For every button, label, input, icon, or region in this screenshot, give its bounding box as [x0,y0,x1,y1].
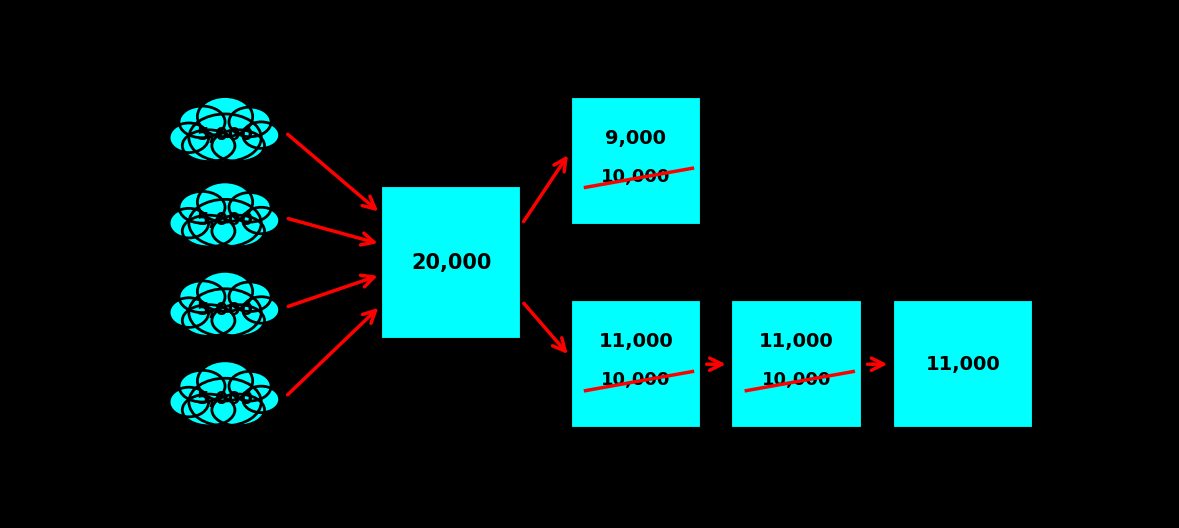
FancyBboxPatch shape [381,185,522,340]
Ellipse shape [229,193,271,222]
Ellipse shape [243,297,279,323]
Ellipse shape [229,371,271,401]
Ellipse shape [197,361,252,401]
Ellipse shape [179,281,225,313]
Ellipse shape [243,122,279,148]
Text: 5,000: 5,000 [197,126,253,144]
Ellipse shape [197,97,252,137]
Ellipse shape [169,298,209,327]
Ellipse shape [169,387,209,417]
Ellipse shape [243,208,279,234]
Text: 10,000: 10,000 [762,372,831,390]
Ellipse shape [189,200,262,247]
Text: 11,000: 11,000 [926,355,1000,374]
FancyBboxPatch shape [893,299,1034,429]
Ellipse shape [197,182,252,222]
FancyBboxPatch shape [569,96,702,226]
Text: 5,000: 5,000 [197,301,253,319]
Text: 9,000: 9,000 [605,129,666,148]
Ellipse shape [197,271,252,312]
Text: 11,000: 11,000 [759,332,834,351]
Text: 10,000: 10,000 [601,168,671,186]
Ellipse shape [243,386,279,412]
FancyBboxPatch shape [730,299,863,429]
Ellipse shape [189,289,262,336]
Ellipse shape [189,378,262,426]
Ellipse shape [183,130,235,162]
Ellipse shape [229,107,271,137]
Ellipse shape [212,394,264,426]
Text: 20,000: 20,000 [411,252,492,272]
Text: 10,000: 10,000 [601,372,671,390]
Ellipse shape [212,215,264,247]
Ellipse shape [179,370,225,402]
Ellipse shape [189,114,262,162]
Ellipse shape [229,282,271,312]
Ellipse shape [179,106,225,138]
Text: 11,000: 11,000 [599,332,673,351]
Ellipse shape [169,123,209,153]
FancyBboxPatch shape [569,299,702,429]
Ellipse shape [183,215,235,247]
Ellipse shape [183,394,235,426]
Ellipse shape [212,130,264,162]
Ellipse shape [169,209,209,238]
Ellipse shape [183,305,235,336]
Text: 5,000: 5,000 [197,212,253,230]
Ellipse shape [212,305,264,336]
Text: 5,000: 5,000 [197,390,253,408]
Ellipse shape [179,192,225,223]
